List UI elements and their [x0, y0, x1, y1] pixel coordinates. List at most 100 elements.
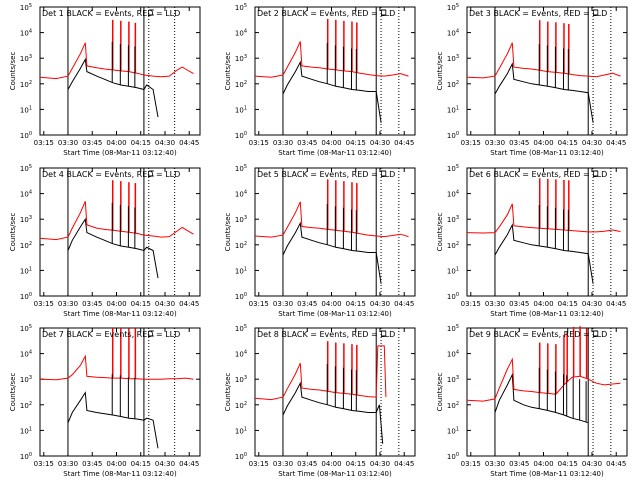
x-tick-label: 03:45 — [82, 139, 102, 147]
x-axis-label: Start Time (08-Mar-11 03:12:40) — [63, 310, 177, 318]
y-tick-label: 102 — [235, 241, 247, 250]
y-tick-label: 104 — [235, 29, 247, 38]
x-tick-label: 03:30 — [273, 460, 293, 468]
y-tick-label: 104 — [20, 350, 32, 359]
y-tick-label: 101 — [20, 426, 32, 435]
lld-series-line — [466, 203, 621, 234]
x-tick-label: 04:15 — [346, 300, 366, 308]
plot-frame — [466, 6, 628, 136]
y-tick-label: 101 — [235, 105, 247, 114]
detector-panel-6: 100 101 102 103 104 105 03:15 03:30 03:45 04:00 04… — [436, 164, 628, 318]
x-tick-label: 04:00 — [106, 460, 126, 468]
panel-title: Det 3 BLACK = Events, RED = LLD — [469, 9, 607, 18]
lld-series-line — [466, 42, 621, 79]
flag-marker — [148, 330, 154, 337]
flag-marker — [593, 170, 599, 177]
y-tick-label: 105 — [447, 164, 459, 173]
y-tick-label: 105 — [20, 164, 32, 173]
x-tick-label: 04:45 — [606, 460, 626, 468]
y-tick-label: 101 — [447, 426, 459, 435]
y-tick-label: 105 — [20, 324, 32, 333]
x-tick-label: 04:00 — [533, 300, 553, 308]
y-tick-label: 100 — [235, 452, 247, 461]
y-tick-label: 102 — [20, 401, 32, 410]
flag-marker — [381, 9, 387, 16]
x-tick-label: 03:15 — [461, 139, 481, 147]
y-axis-label: Counts/sec — [436, 52, 444, 91]
panel-title: Det 9 BLACK = Events, RED = LLD — [469, 330, 607, 339]
x-axis-label: Start Time (08-Mar-11 03:12:40) — [490, 470, 604, 478]
y-axis-label: Counts/sec — [224, 213, 232, 252]
x-tick-label: 04:00 — [321, 139, 341, 147]
y-tick-label: 104 — [447, 350, 459, 359]
x-tick-label: 04:00 — [533, 460, 553, 468]
x-tick-label: 04:45 — [179, 139, 199, 147]
detector-panel-4: 100 101 102 103 104 105 03:15 03:30 03:45 04:00 04… — [9, 164, 201, 318]
flag-marker — [381, 170, 387, 177]
x-tick-label: 03:45 — [82, 300, 102, 308]
y-tick-label: 105 — [235, 164, 247, 173]
y-tick-label: 102 — [447, 241, 459, 250]
lld-series-line — [254, 201, 409, 238]
lld-series-line — [39, 201, 194, 241]
detector-panel-7: 100 101 102 103 104 105 03:15 03:30 03:45 04:00 04… — [9, 324, 201, 478]
x-tick-label: 04:45 — [394, 139, 414, 147]
x-tick-label: 03:45 — [297, 139, 317, 147]
y-tick-label: 104 — [447, 29, 459, 38]
flag-marker — [593, 9, 599, 16]
y-tick-label: 104 — [20, 29, 32, 38]
lld-series-line — [466, 357, 621, 402]
y-tick-label: 103 — [235, 375, 247, 384]
y-tick-label: 103 — [447, 215, 459, 224]
x-tick-label: 04:15 — [131, 460, 151, 468]
detector-panel-1: 100 101 102 103 104 105 03:15 03:30 03:45 04:00 04… — [9, 3, 201, 157]
panel-title: Det 1 BLACK = Events, RED = LLD — [42, 9, 180, 18]
x-tick-label: 03:15 — [249, 460, 269, 468]
x-tick-label: 04:30 — [370, 139, 390, 147]
x-tick-label: 04:15 — [558, 460, 578, 468]
x-axis-label: Start Time (08-Mar-11 03:12:40) — [278, 149, 392, 157]
x-tick-label: 03:30 — [485, 139, 505, 147]
plot-frame — [466, 327, 628, 457]
x-tick-label: 03:30 — [485, 300, 505, 308]
y-tick-label: 100 — [235, 292, 247, 301]
x-tick-label: 04:45 — [606, 139, 626, 147]
y-axis-label: Counts/sec — [224, 52, 232, 91]
plot-frame — [39, 327, 201, 457]
x-tick-label: 03:15 — [34, 460, 54, 468]
plot-frame — [254, 167, 416, 297]
panel-title: Det 2 BLACK = Events, RED = LLD — [257, 9, 395, 18]
y-tick-label: 103 — [20, 215, 32, 224]
x-tick-label: 03:15 — [249, 300, 269, 308]
events-series-line — [282, 221, 382, 284]
x-tick-label: 04:00 — [321, 300, 341, 308]
y-tick-label: 103 — [447, 54, 459, 63]
x-tick-label: 03:30 — [485, 460, 505, 468]
x-tick-label: 03:15 — [249, 139, 269, 147]
x-axis-label: Start Time (08-Mar-11 03:12:40) — [278, 310, 392, 318]
x-tick-label: 03:45 — [82, 460, 102, 468]
y-tick-label: 101 — [235, 266, 247, 275]
y-tick-label: 100 — [20, 292, 32, 301]
y-tick-label: 104 — [447, 190, 459, 199]
y-tick-label: 103 — [20, 375, 32, 384]
x-tick-label: 03:30 — [58, 300, 78, 308]
y-tick-label: 101 — [235, 426, 247, 435]
x-axis-label: Start Time (08-Mar-11 03:12:40) — [63, 470, 177, 478]
x-tick-label: 03:45 — [297, 300, 317, 308]
y-axis-label: Counts/sec — [9, 373, 17, 412]
y-axis-label: Counts/sec — [436, 213, 444, 252]
x-axis-label: Start Time (08-Mar-11 03:12:40) — [490, 149, 604, 157]
y-tick-label: 102 — [20, 241, 32, 250]
y-tick-label: 104 — [235, 190, 247, 199]
x-tick-label: 03:15 — [34, 300, 54, 308]
y-tick-label: 100 — [447, 292, 459, 301]
y-tick-label: 105 — [447, 324, 459, 333]
events-series-line — [282, 381, 384, 444]
x-tick-label: 03:45 — [297, 460, 317, 468]
y-tick-label: 104 — [20, 190, 32, 199]
y-tick-label: 102 — [447, 401, 459, 410]
x-tick-label: 04:45 — [179, 460, 199, 468]
x-axis-label: Start Time (08-Mar-11 03:12:40) — [278, 470, 392, 478]
x-tick-label: 04:30 — [155, 300, 175, 308]
